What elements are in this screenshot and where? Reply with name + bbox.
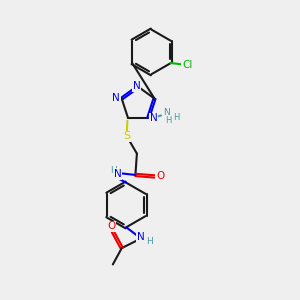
Text: H: H: [173, 113, 179, 122]
Text: N: N: [137, 232, 145, 242]
Text: N: N: [163, 108, 170, 117]
Text: S: S: [123, 131, 130, 141]
Text: H: H: [165, 116, 172, 125]
Text: N: N: [150, 113, 158, 124]
Text: O: O: [107, 221, 116, 231]
Text: O: O: [156, 171, 164, 182]
Text: N: N: [114, 169, 122, 179]
Text: H: H: [110, 166, 116, 175]
Text: N: N: [133, 81, 140, 91]
Text: Cl: Cl: [182, 60, 192, 70]
Text: H: H: [146, 237, 152, 246]
Text: N: N: [112, 93, 120, 103]
